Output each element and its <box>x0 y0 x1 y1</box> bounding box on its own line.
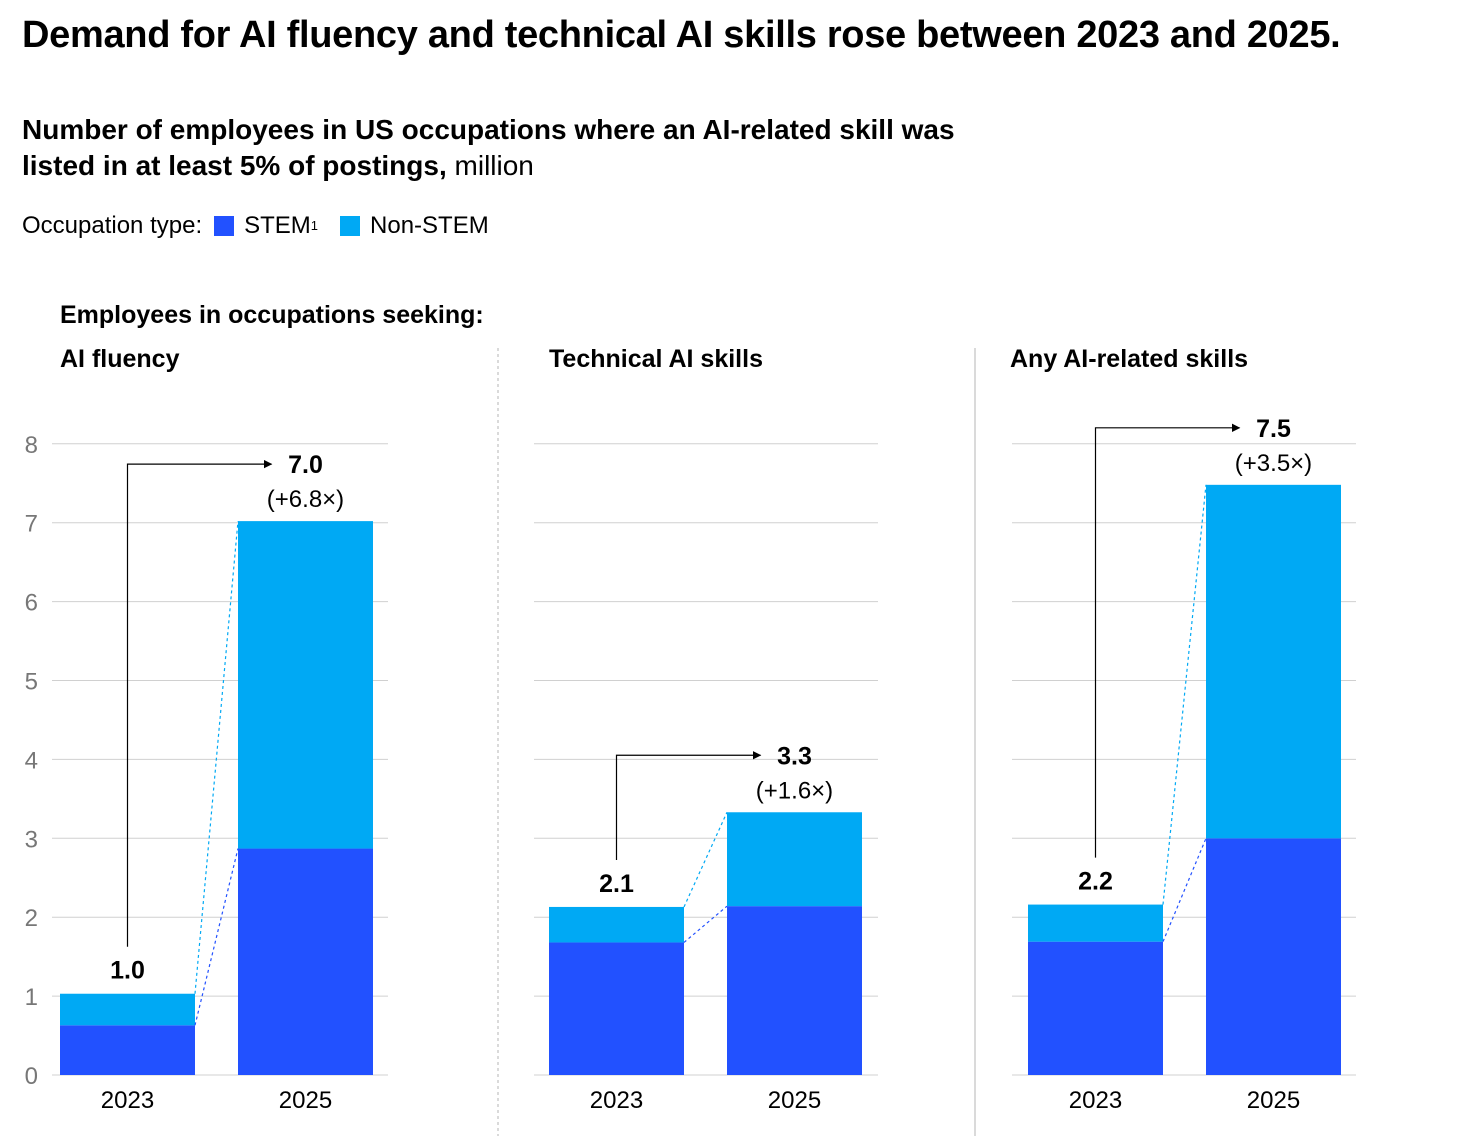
bar-nonstem-2023 <box>1028 904 1163 942</box>
bar-nonstem-2025 <box>238 521 373 849</box>
bar-nonstem-2023 <box>60 993 195 1026</box>
panel-title-3: Any AI-related skills <box>1010 345 1248 373</box>
y-tick-label: 0 <box>25 1063 38 1090</box>
legend-item-stem: STEM 1 <box>202 212 318 240</box>
growth-arrow <box>615 751 762 860</box>
growth-arrow <box>1094 423 1241 858</box>
bar-stem-2023 <box>1028 941 1163 1075</box>
panel-title-2: Technical AI skills <box>549 345 763 373</box>
section-header: Employees in occupations seeking: <box>60 301 484 329</box>
y-tick-label: 1 <box>25 984 38 1011</box>
legend-item-nonstem: Non-STEM <box>328 212 489 240</box>
y-tick-label: 6 <box>25 590 38 617</box>
legend-text-nonstem: Non-STEM <box>370 212 489 239</box>
bar-stem-2025 <box>727 906 862 1075</box>
y-tick-label: 7 <box>25 511 38 538</box>
connector-nonstem <box>683 812 728 908</box>
connector-stem <box>1162 838 1207 942</box>
bar-stem-2025 <box>1206 838 1341 1075</box>
y-tick-label: 5 <box>25 669 38 696</box>
x-tick-label: 2025 <box>279 1087 332 1114</box>
legend-text-stem: STEM <box>244 212 311 239</box>
legend-label: Occupation type: <box>22 212 203 239</box>
bar-stem-2023 <box>549 942 684 1075</box>
total-label-2023: 1.0 <box>110 957 145 985</box>
bar-nonstem-2025 <box>1206 484 1341 839</box>
legend-swatch-stem <box>214 216 235 236</box>
total-label-2023: 2.1 <box>599 870 634 898</box>
connector-nonstem <box>194 521 239 994</box>
panel-title-1: AI fluency <box>60 345 180 373</box>
change-label: (+1.6×) <box>756 777 833 804</box>
y-tick-label: 8 <box>25 432 38 459</box>
total-label-2025: 7.5 <box>1256 415 1291 443</box>
legend: Occupation type: STEM 1 Non-STEM <box>22 212 499 240</box>
bar-stem-2023 <box>60 1025 195 1075</box>
chart-title: Demand for AI fluency and technical AI s… <box>22 14 1341 56</box>
connector-stem <box>683 905 728 943</box>
bar-nonstem-2023 <box>549 906 684 943</box>
growth-arrow <box>126 459 273 947</box>
connector-stem <box>194 848 239 1026</box>
legend-swatch-nonstem <box>340 216 361 236</box>
bar-stem-2025 <box>238 848 373 1075</box>
total-label-2025: 7.0 <box>288 451 323 479</box>
x-tick-label: 2025 <box>1247 1087 1300 1114</box>
x-tick-label: 2023 <box>590 1087 643 1114</box>
bar-nonstem-2025 <box>727 812 862 907</box>
x-tick-label: 2023 <box>1069 1087 1122 1114</box>
change-label: (+6.8×) <box>267 486 344 513</box>
subtitle-unit: million <box>454 150 534 181</box>
chart-subtitle: Number of employees in US occupations wh… <box>22 112 1002 184</box>
total-label-2023: 2.2 <box>1078 868 1113 896</box>
y-tick-label: 4 <box>25 747 38 774</box>
subtitle-text: Number of employees in US occupations wh… <box>22 114 955 181</box>
x-tick-label: 2025 <box>768 1087 821 1114</box>
y-tick-label: 2 <box>25 905 38 932</box>
x-tick-label: 2023 <box>101 1087 154 1114</box>
y-tick-label: 3 <box>25 826 38 853</box>
change-label: (+3.5×) <box>1235 450 1312 477</box>
total-label-2025: 3.3 <box>777 742 812 770</box>
connector-nonstem <box>1162 484 1207 905</box>
